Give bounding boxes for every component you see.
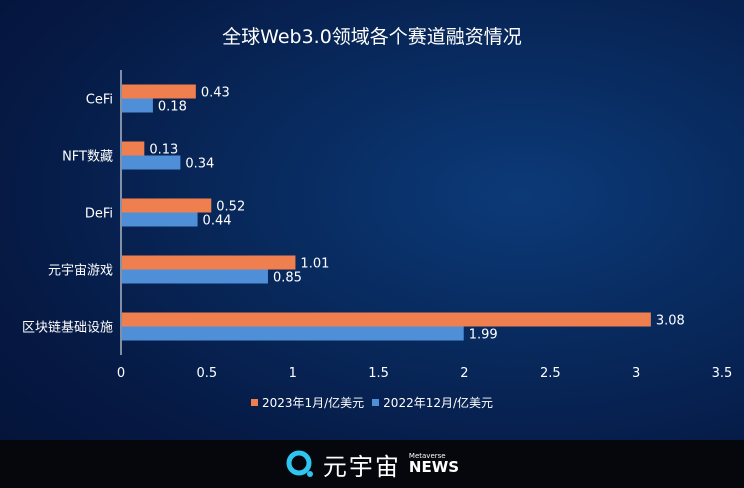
data-label: 0.18: [158, 100, 187, 115]
data-label: 1.01: [300, 257, 329, 272]
bar: [122, 312, 651, 327]
legend-label: 2022年12月/亿美元: [383, 396, 494, 410]
data-label: 0.43: [201, 86, 230, 101]
x-tick-label: 1: [289, 366, 297, 381]
bar: [122, 155, 181, 170]
legend-item-2023-jan[interactable]: 2023年1月/亿美元: [250, 394, 365, 411]
chart-title: 全球Web3.0领域各个赛道融资情况: [222, 26, 522, 48]
legend-swatch: [250, 399, 258, 406]
footer: 元宇宙 Metaverse NEWS: [0, 440, 744, 488]
category-label: NFT数藏: [62, 150, 113, 165]
brand-logo-icon: [286, 450, 313, 477]
brand-news-label: NEWS: [408, 458, 460, 476]
bar: [122, 141, 145, 156]
bar: [122, 98, 153, 113]
data-label: 0.85: [273, 271, 302, 286]
data-label: 3.08: [656, 314, 685, 329]
x-tick-label: 3.5: [712, 366, 733, 381]
x-tick-label: 1.5: [368, 366, 389, 381]
data-label: 0.44: [203, 214, 232, 229]
category-label: 元宇宙游戏: [48, 264, 113, 279]
bar: [122, 84, 196, 99]
legend-swatch: [372, 399, 380, 406]
bar: [122, 269, 268, 284]
bar: [122, 212, 198, 227]
bar: [122, 255, 296, 270]
bar: [122, 198, 212, 213]
x-tick-label: 0.5: [197, 366, 218, 381]
bar: [122, 326, 464, 341]
brand-news: Metaverse NEWS: [409, 453, 459, 475]
x-tick-label: 2.5: [540, 366, 561, 381]
category-label: DeFi: [85, 207, 113, 222]
x-tick-label: 3: [632, 366, 640, 381]
category-label: 区块链基础设施: [22, 321, 113, 336]
legend-item-2022-dec[interactable]: 2022年12月/亿美元: [372, 394, 493, 411]
legend-label: 2023年1月/亿美元: [261, 396, 365, 410]
data-label: 1.99: [469, 328, 498, 343]
brand-sub: Metaverse: [408, 452, 446, 460]
data-label: 0.34: [185, 157, 214, 172]
legend: 2023年1月/亿美元 2022年12月/亿美元: [0, 394, 744, 411]
category-label: CeFi: [86, 93, 113, 108]
x-tick-label: 0: [117, 366, 125, 381]
brand-name: 元宇宙: [322, 452, 401, 481]
data-label: 0.13: [149, 143, 178, 158]
data-label: 0.52: [216, 200, 245, 215]
x-tick-label: 2: [460, 366, 468, 381]
